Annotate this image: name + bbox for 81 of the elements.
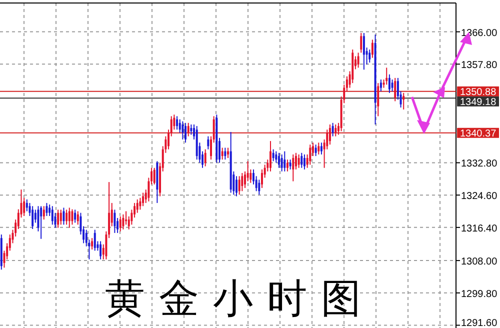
candlestick: [26, 198, 28, 212]
candlestick: [332, 122, 334, 137]
candlestick: [272, 148, 274, 162]
candlestick: [184, 122, 187, 144]
candlestick: [280, 154, 283, 172]
candlestick: [227, 147, 229, 159]
candlestick: [357, 52, 360, 68]
candlestick: [114, 209, 116, 234]
candlestick: [318, 142, 320, 155]
candlestick: [334, 124, 337, 137]
candlestick: [71, 208, 74, 226]
candlestick: [284, 150, 286, 172]
ref-line-label: 1350.88: [460, 86, 497, 98]
candlestick: [153, 167, 156, 185]
candlestick: [236, 176, 238, 197]
candlestick: [136, 198, 138, 214]
candlestick: [258, 179, 260, 196]
y-tick-label: 1357.80: [461, 60, 498, 72]
candlestick: [360, 32, 362, 54]
candlestick: [51, 206, 54, 226]
candlestick: [42, 206, 45, 220]
candlestick: [62, 207, 65, 226]
candlestick: [309, 144, 312, 166]
y-tick-label: 1366.00: [461, 28, 498, 39]
candlestick: [388, 74, 390, 94]
text: 黄金小时图: [105, 276, 375, 322]
candlestick: [74, 209, 76, 224]
candlestick: [362, 32, 365, 70]
ref-line-label: 1340.37: [460, 128, 497, 140]
candlestick: [241, 172, 244, 192]
candlestick: [260, 168, 263, 188]
candlestick: [402, 92, 405, 110]
candlestick: [286, 159, 288, 172]
candlestick: [46, 202, 48, 216]
candlestick: [142, 192, 144, 207]
candlestick: [125, 210, 128, 226]
candlestick: [176, 116, 178, 130]
candlestick: [68, 207, 70, 228]
candlestick: [391, 79, 394, 92]
candlestick: [204, 148, 206, 167]
candlestick: [314, 144, 317, 157]
candlestick: [303, 154, 306, 170]
candlestick: [386, 67, 388, 86]
candlestick: [66, 209, 68, 226]
y-tick-label: 1291.60: [461, 318, 498, 328]
candlestick: [298, 154, 300, 168]
candlestick: [207, 136, 210, 150]
candlestick: [122, 214, 124, 230]
candlestick: [91, 238, 94, 250]
candlestick: [292, 154, 294, 182]
candlestick: [76, 210, 79, 226]
y-tick-label: 1308.00: [461, 256, 498, 268]
candlestick: [100, 240, 102, 260]
candlestick: [289, 159, 292, 170]
candlestick: [182, 120, 184, 140]
candlestick: [238, 176, 240, 196]
candlestick: [94, 229, 96, 252]
ref-line-label: 1349.18: [460, 96, 497, 108]
candlestick: [269, 140, 272, 172]
candlestick: [328, 124, 331, 146]
candlestick: [32, 206, 34, 230]
candlestick: [57, 209, 60, 228]
candlestick: [368, 49, 371, 64]
y-tick-label: 1332.80: [461, 158, 498, 170]
y-tick-label: 1324.60: [461, 191, 498, 202]
candlestick: [60, 209, 62, 226]
candlestick: [221, 147, 224, 160]
candlestick: [190, 124, 192, 136]
candlestick: [300, 152, 303, 168]
candlestick: [187, 122, 190, 137]
candlestick: [371, 39, 374, 58]
y-tick-label: 1299.80: [461, 288, 498, 300]
y-tick-label: 1316.40: [461, 223, 498, 234]
candlestick: [119, 216, 122, 232]
candlestick: [380, 79, 382, 92]
candlestick: [224, 147, 226, 160]
candlestick: [320, 142, 322, 155]
candlestick: [377, 82, 380, 117]
candlestick: [394, 77, 396, 102]
candlestick: [40, 206, 42, 240]
candlestick: [278, 152, 280, 168]
